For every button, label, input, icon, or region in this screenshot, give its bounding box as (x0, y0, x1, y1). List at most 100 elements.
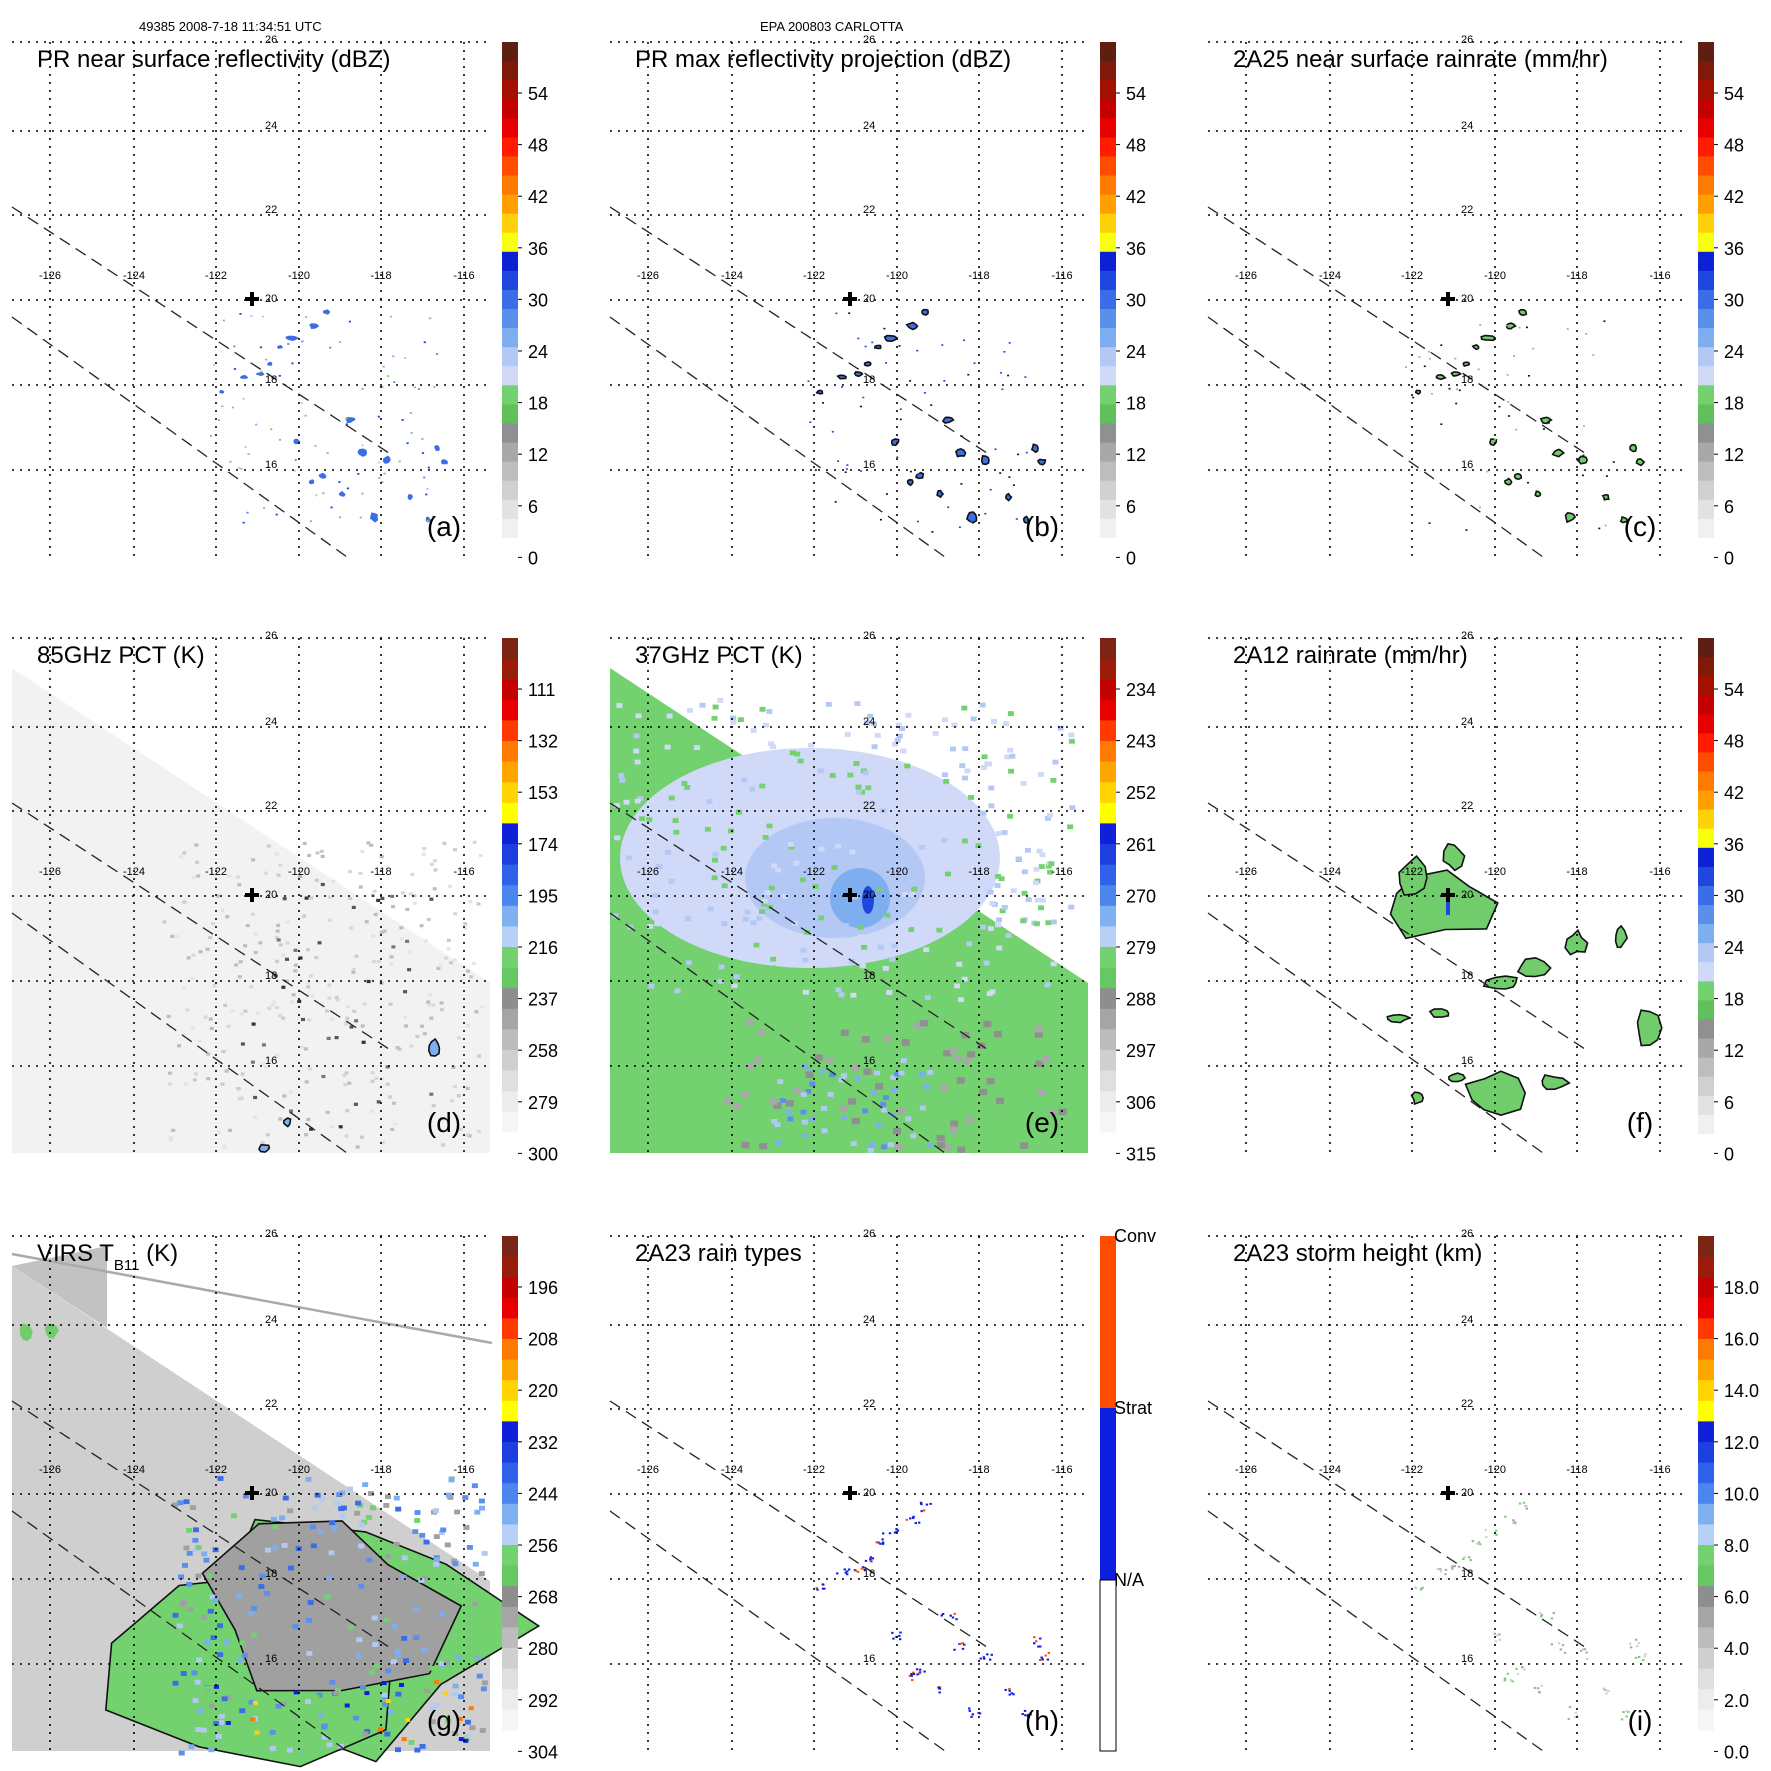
echo-pixel (260, 370, 263, 373)
lon-label: -116 (1649, 866, 1670, 878)
echo-pixel (428, 992, 433, 997)
echo-pixel (894, 1144, 903, 1151)
echo-pixel (999, 372, 1002, 374)
echo-pixel (1038, 864, 1045, 869)
stormheight-pixel (1419, 1588, 1423, 1591)
raintype-pixel (978, 1712, 982, 1715)
colorbar-swatch (502, 289, 518, 310)
echo-pixel (218, 1714, 225, 1719)
lat-label: 22 (863, 800, 875, 812)
echo-pixel (774, 1122, 781, 1127)
echo-pixel (178, 1750, 185, 1756)
echo-pixel (841, 1073, 847, 1079)
echo-pixel (769, 744, 776, 750)
echo-pixel (417, 388, 420, 390)
stormheight-pixel (1522, 1501, 1526, 1504)
plus-icon (1441, 888, 1455, 902)
lon-label: -118 (968, 866, 989, 878)
colorbar-conv-segment (1100, 1236, 1116, 1408)
colorbar-tick-label: 16.0 (1724, 1330, 1759, 1350)
echo-pixel (380, 896, 385, 900)
echo-pixel (793, 860, 800, 866)
echo-pixel (366, 841, 371, 845)
echo-pixel (759, 706, 766, 712)
echo-pixel (763, 722, 769, 728)
echo-pixel (293, 469, 296, 472)
echo-pixel (1025, 451, 1028, 454)
echo-pixel (1010, 888, 1017, 894)
echo-pixel (258, 941, 263, 945)
echo-cell (219, 389, 225, 394)
echo-cell (1482, 975, 1518, 990)
echo-pixel (209, 1594, 216, 1600)
echo-pixel (238, 1565, 245, 1570)
echo-pixel (167, 1082, 172, 1086)
echo-pixel (919, 1020, 928, 1027)
echo-pixel (455, 1629, 462, 1635)
echo-pixel (206, 1052, 211, 1056)
lat-label: 20 (265, 1487, 277, 1499)
colorbar-category-label: Strat (1114, 1398, 1152, 1418)
echo-pixel (392, 355, 395, 358)
echo-pixel (409, 1044, 414, 1048)
echo-cell (1601, 493, 1610, 501)
echo-pixel (909, 380, 912, 382)
echo-pixel (999, 908, 1006, 914)
echo-pixel (979, 702, 986, 708)
echo-pixel (431, 1104, 436, 1108)
colorbar-swatch (502, 1318, 518, 1340)
echo-pixel (1024, 376, 1027, 378)
echo-pixel (668, 795, 675, 801)
raintype-pixel (905, 1518, 908, 1521)
echo-pixel (215, 894, 220, 898)
echo-pixel (290, 1000, 294, 1004)
echo-pixel (1507, 401, 1510, 403)
echo-pixel (231, 406, 234, 409)
echo-cell (905, 321, 919, 331)
lat-label: 22 (265, 800, 277, 812)
echo-pixel (782, 893, 788, 899)
echo-pixel (890, 1112, 897, 1118)
echo-pixel (221, 1696, 228, 1702)
echo-pixel (169, 1137, 173, 1142)
echo-pixel (358, 1522, 365, 1527)
colorbar-swatch (502, 1132, 518, 1154)
echo-pixel (275, 1053, 279, 1057)
echo-pixel (423, 476, 426, 479)
echo-pixel (1494, 438, 1496, 441)
echo-pixel (425, 493, 428, 496)
echo-pixel (321, 1734, 328, 1740)
echo-pixel (871, 744, 878, 750)
echo-pixel (875, 1122, 882, 1128)
echo-cell (318, 472, 327, 479)
echo-cell (256, 372, 265, 376)
echo-pixel (187, 1606, 194, 1612)
echo-pixel (197, 1708, 203, 1714)
echo-pixel (390, 894, 395, 898)
echo-pixel (369, 1505, 376, 1511)
echo-pixel (707, 906, 714, 912)
colorbar-swatch (1698, 99, 1714, 119)
echo-cell (308, 479, 315, 485)
echo-pixel (857, 924, 864, 930)
panel-d-letter: (d) (427, 1107, 461, 1138)
colorbar-swatch (1100, 844, 1116, 866)
echo-pixel (732, 1103, 741, 1110)
echo-pixel (476, 1129, 481, 1133)
echo-pixel (212, 984, 217, 988)
echo-pixel (362, 1731, 369, 1737)
echo-pixel (243, 1009, 248, 1013)
colorbar-tick-label: 279 (528, 1093, 558, 1113)
raintype-pixel (864, 1559, 868, 1562)
panel-i-colorbar: 18.016.014.012.010.08.06.04.02.00.0 (1698, 1236, 1759, 1762)
echo-pixel (989, 900, 996, 906)
echo-pixel (204, 1680, 211, 1686)
echo-pixel (1028, 946, 1034, 952)
echo-pixel (301, 340, 304, 343)
raintype-pixel (971, 1713, 975, 1716)
raintype-pixel (877, 1541, 880, 1544)
echo-pixel (320, 882, 325, 887)
colorbar-tick-label: 12 (1126, 445, 1146, 465)
colorbar-tick-label: 10.0 (1724, 1484, 1759, 1504)
echo-pixel (434, 1680, 440, 1685)
